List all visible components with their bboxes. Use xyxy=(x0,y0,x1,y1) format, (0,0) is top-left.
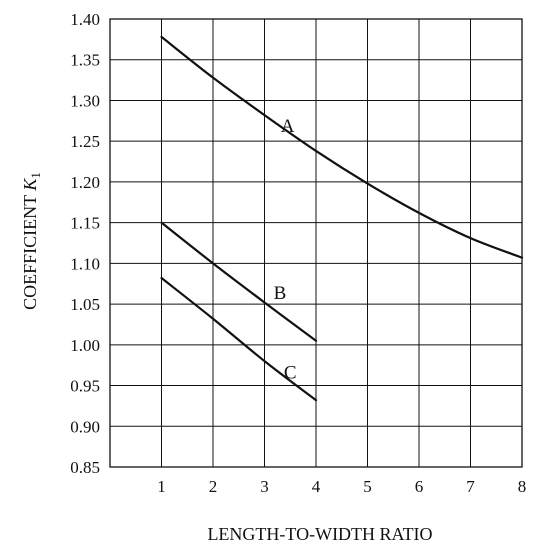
series-line-b xyxy=(162,223,317,341)
y-axis-label: COEFFICIENT K1 xyxy=(20,172,43,310)
series-label-a: A xyxy=(281,116,295,137)
y-tick-label: 0.90 xyxy=(70,417,100,436)
x-tick-label: 8 xyxy=(518,477,527,496)
x-tick-label: 4 xyxy=(312,477,321,496)
x-tick-label: 6 xyxy=(415,477,424,496)
x-tick-label: 1 xyxy=(157,477,166,496)
y-axis-label-main: COEFFICIENT xyxy=(20,191,40,310)
y-tick-label: 1.35 xyxy=(70,51,100,70)
series-label-c: C xyxy=(284,363,297,384)
x-tick-label: 7 xyxy=(466,477,475,496)
y-tick-label: 1.40 xyxy=(70,10,100,29)
x-tick-labels: 1 2 3 4 5 6 7 8 xyxy=(157,477,526,496)
series-group: A B C xyxy=(162,37,523,400)
y-tick-labels: 0.85 0.90 0.95 1.00 1.05 1.10 1.15 1.20 1.25 1.30… xyxy=(70,10,100,477)
y-tick-label: 1.15 xyxy=(70,214,100,233)
series-label-b: B xyxy=(274,283,287,304)
y-axis-label-symbol: K xyxy=(20,178,40,192)
y-tick-label: 0.95 xyxy=(70,377,100,396)
y-axis-label-subscript: 1 xyxy=(28,172,43,179)
y-tick-label: 1.25 xyxy=(70,132,100,151)
x-tick-label: 5 xyxy=(363,477,372,496)
y-tick-label: 1.05 xyxy=(70,295,100,314)
x-tick-label: 3 xyxy=(260,477,269,496)
y-tick-label: 1.30 xyxy=(70,91,100,110)
y-tick-label: 1.00 xyxy=(70,336,100,355)
series-line-a xyxy=(162,37,523,258)
y-tick-label: 1.10 xyxy=(70,254,100,273)
y-tick-label: 1.20 xyxy=(70,173,100,192)
x-axis-label: LENGTH-TO-WIDTH RATIO xyxy=(207,524,432,544)
y-tick-label: 0.85 xyxy=(70,458,100,477)
x-tick-label: 2 xyxy=(209,477,218,496)
